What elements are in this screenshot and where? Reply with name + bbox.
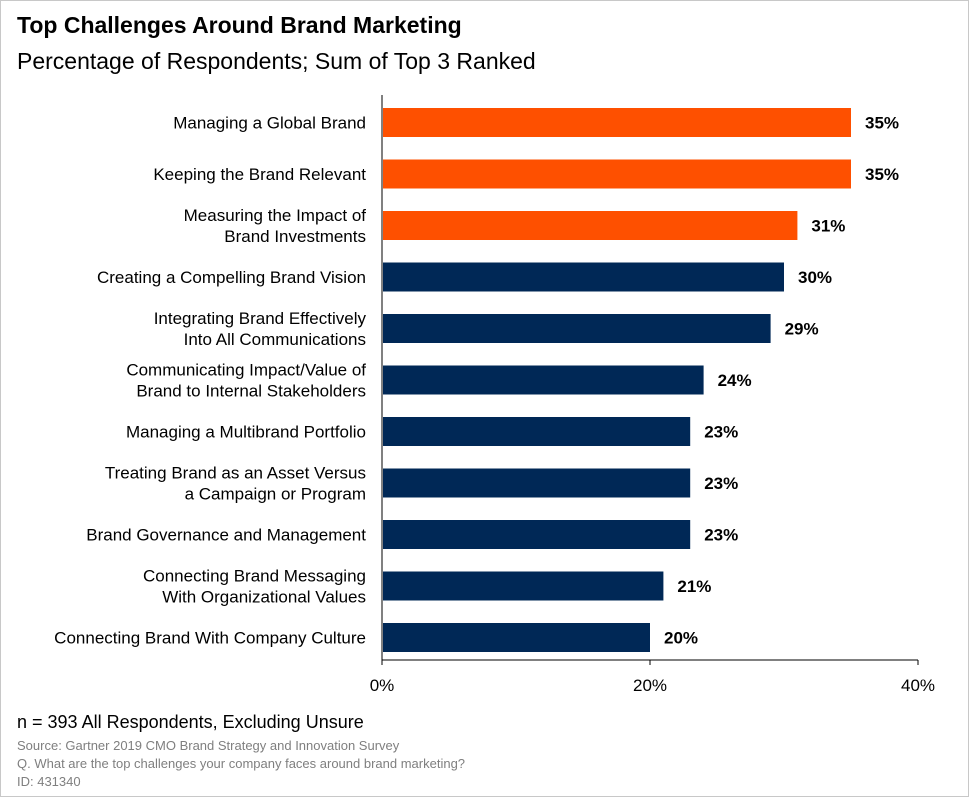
category-label: Integrating Brand Effectively Into All Co… [154, 309, 367, 349]
category-label: Brand Governance and Management [86, 526, 366, 545]
bar [383, 623, 650, 652]
category-label: Connecting Brand Messaging With Organizat… [143, 567, 366, 607]
category-label: Connecting Brand With Company Culture [54, 629, 366, 648]
chart-title: Top Challenges Around Brand Marketing [17, 12, 462, 38]
source-note: Source: Gartner 2019 CMO Brand Strategy … [17, 738, 400, 753]
category-label: Managing a Multibrand Portfolio [126, 423, 366, 442]
chart-subtitle: Percentage of Respondents; Sum of Top 3 … [17, 48, 536, 74]
bar [383, 211, 798, 240]
bar [383, 571, 664, 601]
value-label: 21% [677, 577, 711, 596]
bar [383, 365, 704, 395]
bar [383, 468, 691, 498]
sample-note: n = 393 All Respondents, Excluding Unsur… [17, 712, 364, 732]
category-label: Creating a Compelling Brand Vision [97, 268, 366, 287]
id-note: ID: 431340 [17, 774, 81, 789]
value-label: 23% [704, 526, 738, 545]
value-label: 30% [798, 268, 832, 287]
bar [383, 520, 691, 549]
value-label: 20% [664, 629, 698, 648]
bar [383, 262, 784, 292]
value-label: 23% [704, 474, 738, 493]
value-label: 24% [718, 371, 752, 390]
value-label: 35% [865, 165, 899, 184]
bar-chart: Managing a Global Brand 35% Keeping the Br… [54, 95, 935, 695]
category-label: Treating Brand as an Asset Versus a Campa… [105, 464, 366, 504]
value-label: 23% [704, 423, 738, 442]
value-label: 35% [865, 114, 899, 133]
bar [383, 417, 691, 446]
question-note: Q. What are the top challenges your comp… [17, 756, 466, 771]
category-label: Keeping the Brand Relevant [153, 165, 366, 184]
value-label: 31% [811, 217, 845, 236]
x-tick-label: 0% [370, 676, 395, 695]
category-label: Managing a Global Brand [173, 114, 366, 133]
category-label: Communicating Impact/Value of Brand to In… [126, 361, 366, 401]
x-tick-label: 40% [901, 676, 935, 695]
x-tick-label: 20% [633, 676, 667, 695]
category-label: Measuring the Impact of Brand Investments [184, 206, 367, 246]
value-label: 29% [785, 320, 819, 339]
bar [383, 314, 771, 343]
bar [383, 108, 851, 137]
bar [383, 159, 851, 189]
